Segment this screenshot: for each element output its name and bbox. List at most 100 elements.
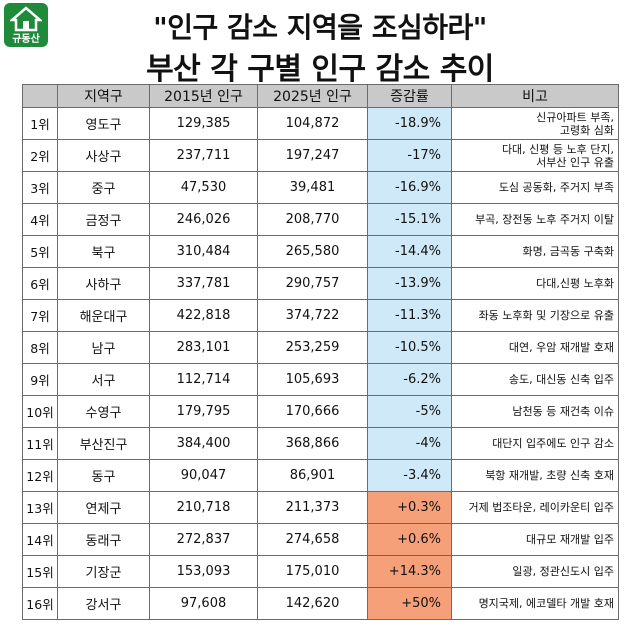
rank-cell: 14위 xyxy=(22,523,58,556)
note-cell: 좌동 노후화 및 기장으로 유출 xyxy=(451,299,619,332)
rank-cell: 11위 xyxy=(22,427,58,460)
header-district: 지역구 xyxy=(57,84,150,108)
rate-cell: -11.3% xyxy=(367,299,452,332)
rate-cell: -3.4% xyxy=(367,459,452,492)
pop2025-cell: 374,722 xyxy=(257,299,368,332)
pop2025-cell: 290,757 xyxy=(257,267,368,300)
note-cell: 북항 재개발, 초량 신축 호재 xyxy=(451,459,619,492)
rank-cell: 15위 xyxy=(22,555,58,588)
district-cell: 연제구 xyxy=(57,491,150,524)
district-cell: 서구 xyxy=(57,363,150,396)
rank-cell: 10위 xyxy=(22,395,58,428)
note-cell: 남천동 등 재건축 이슈 xyxy=(451,395,619,428)
pop2015-cell: 272,837 xyxy=(149,523,258,556)
pop2025-cell: 274,658 xyxy=(257,523,368,556)
table-row: 1위 영도구 129,385 104,872 -18.9% 신규아파트 부족, 고령화 심화 xyxy=(22,107,619,140)
rate-cell: -16.9% xyxy=(367,171,452,204)
table-row: 5위 북구 310,484 265,580 -14.4% 화명, 금곡동 구축화 xyxy=(22,235,619,268)
pop2015-cell: 246,026 xyxy=(149,203,258,236)
rank-cell: 7위 xyxy=(22,299,58,332)
rate-cell: -17% xyxy=(367,139,452,172)
rate-cell: -15.1% xyxy=(367,203,452,236)
rank-cell: 5위 xyxy=(22,235,58,268)
rank-cell: 6위 xyxy=(22,267,58,300)
pop2025-cell: 105,693 xyxy=(257,363,368,396)
rank-cell: 12위 xyxy=(22,459,58,492)
logo: 규동산 xyxy=(4,3,48,47)
pop2015-cell: 210,718 xyxy=(149,491,258,524)
pop2025-cell: 39,481 xyxy=(257,171,368,204)
district-cell: 남구 xyxy=(57,331,150,364)
district-cell: 해운대구 xyxy=(57,299,150,332)
pop2015-cell: 310,484 xyxy=(149,235,258,268)
rate-cell: -4% xyxy=(367,427,452,460)
rank-cell: 13위 xyxy=(22,491,58,524)
pop2025-cell: 86,901 xyxy=(257,459,368,492)
rank-cell: 4위 xyxy=(22,203,58,236)
pop2015-cell: 337,781 xyxy=(149,267,258,300)
header-pop2025: 2025년 인구 xyxy=(257,84,368,108)
table-row: 13위 연제구 210,718 211,373 +0.3% 거제 법조타운, 레이카운티 … xyxy=(22,491,619,524)
district-cell: 동구 xyxy=(57,459,150,492)
note-cell: 다대,신평 노후화 xyxy=(451,267,619,300)
header-pop2015: 2015년 인구 xyxy=(149,84,258,108)
logo-text: 규동산 xyxy=(12,34,40,45)
note-cell: 명지국제, 에코델타 개발 호재 xyxy=(451,587,619,620)
pop2015-cell: 179,795 xyxy=(149,395,258,428)
table-row: 6위 사하구 337,781 290,757 -13.9% 다대,신평 노후화 xyxy=(22,267,619,300)
table-row: 12위 동구 90,047 86,901 -3.4% 북항 재개발, 초량 신축 호재 xyxy=(22,459,619,492)
rank-cell: 1위 xyxy=(22,107,58,140)
rate-cell: -10.5% xyxy=(367,331,452,364)
rate-cell: -14.4% xyxy=(367,235,452,268)
pop2015-cell: 129,385 xyxy=(149,107,258,140)
district-cell: 기장군 xyxy=(57,555,150,588)
pop2025-cell: 208,770 xyxy=(257,203,368,236)
rate-cell: +0.3% xyxy=(367,491,452,524)
table-row: 14위 동래구 272,837 274,658 +0.6% 대규모 재개발 입주 xyxy=(22,523,619,556)
pop2015-cell: 384,400 xyxy=(149,427,258,460)
note-cell: 신규아파트 부족, 고령화 심화 xyxy=(451,107,619,140)
table-row: 16위 강서구 97,608 142,620 +50% 명지국제, 에코델타 개발 호재 xyxy=(22,587,619,620)
table-row: 10위 수영구 179,795 170,666 -5% 남천동 등 재건축 이슈 xyxy=(22,395,619,428)
rank-cell: 16위 xyxy=(22,587,58,620)
pop2015-cell: 47,530 xyxy=(149,171,258,204)
page-title: "인구 감소 지역을 조심하라" xyxy=(153,11,487,44)
pop2015-cell: 283,101 xyxy=(149,331,258,364)
table-row: 4위 금정구 246,026 208,770 -15.1% 부곡, 장전동 노후 주거지 … xyxy=(22,203,619,236)
pop2025-cell: 197,247 xyxy=(257,139,368,172)
note-cell: 대단지 입주에도 인구 감소 xyxy=(451,427,619,460)
table-row: 3위 중구 47,530 39,481 -16.9% 도심 공동화, 주거지 부족 xyxy=(22,171,619,204)
district-cell: 사하구 xyxy=(57,267,150,300)
table-header-row: 지역구 2015년 인구 2025년 인구 증감률 비고 xyxy=(22,84,619,108)
pop2025-cell: 265,580 xyxy=(257,235,368,268)
pop2015-cell: 112,714 xyxy=(149,363,258,396)
district-cell: 사상구 xyxy=(57,139,150,172)
district-cell: 중구 xyxy=(57,171,150,204)
rate-cell: +50% xyxy=(367,587,452,620)
table-row: 11위 부산진구 384,400 368,866 -4% 대단지 입주에도 인구 감소 xyxy=(22,427,619,460)
note-cell: 대연, 우암 재개발 호재 xyxy=(451,331,619,364)
pop2025-cell: 175,010 xyxy=(257,555,368,588)
pop2015-cell: 97,608 xyxy=(149,587,258,620)
rate-cell: -5% xyxy=(367,395,452,428)
note-cell: 일광, 정관신도시 입주 xyxy=(451,555,619,588)
header-rank xyxy=(22,84,58,108)
rate-cell: +0.6% xyxy=(367,523,452,556)
note-cell: 부곡, 장전동 노후 주거지 이탈 xyxy=(451,203,619,236)
page-subtitle: 부산 각 구별 인구 감소 추이 xyxy=(146,52,494,87)
rate-cell: -13.9% xyxy=(367,267,452,300)
rank-cell: 9위 xyxy=(22,363,58,396)
pop2025-cell: 211,373 xyxy=(257,491,368,524)
pop2025-cell: 368,866 xyxy=(257,427,368,460)
note-cell: 도심 공동화, 주거지 부족 xyxy=(451,171,619,204)
rank-cell: 2위 xyxy=(22,139,58,172)
district-cell: 북구 xyxy=(57,235,150,268)
district-cell: 동래구 xyxy=(57,523,150,556)
table-row: 8위 남구 283,101 253,259 -10.5% 대연, 우암 재개발 호재 xyxy=(22,331,619,364)
pop2025-cell: 170,666 xyxy=(257,395,368,428)
pop2015-cell: 153,093 xyxy=(149,555,258,588)
rank-cell: 8위 xyxy=(22,331,58,364)
note-cell: 송도, 대신동 신축 입주 xyxy=(451,363,619,396)
note-cell: 대규모 재개발 입주 xyxy=(451,523,619,556)
district-cell: 영도구 xyxy=(57,107,150,140)
